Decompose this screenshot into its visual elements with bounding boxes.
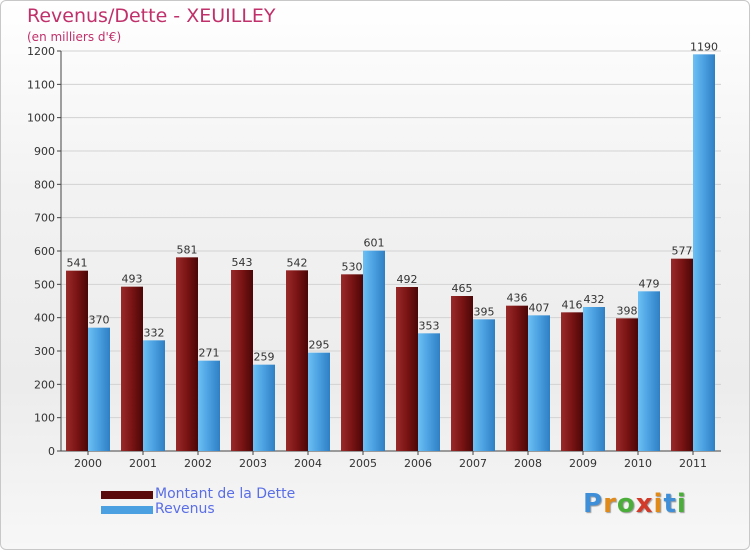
bar-dette <box>341 274 363 451</box>
data-label-revenus: 332 <box>144 326 165 339</box>
y-tick-label: 600 <box>34 245 55 258</box>
data-label-dette: 465 <box>452 282 473 295</box>
y-tick-label: 200 <box>34 378 55 391</box>
data-label-dette: 398 <box>617 304 638 317</box>
data-label-dette: 543 <box>232 256 253 269</box>
y-tick-label: 700 <box>34 212 55 225</box>
y-tick-label: 1200 <box>27 45 55 58</box>
data-label-dette: 541 <box>67 257 88 270</box>
x-tick-label: 2009 <box>569 457 597 470</box>
bar-dette <box>121 286 143 451</box>
bar-revenus <box>253 364 275 451</box>
x-tick-label: 2005 <box>349 457 377 470</box>
bar-dette <box>66 270 88 451</box>
chart-subtitle: (en milliers d'€) <box>27 30 122 44</box>
y-tick-label: 900 <box>34 145 55 158</box>
x-tick-label: 2008 <box>514 457 542 470</box>
y-tick-label: 0 <box>48 445 55 458</box>
data-label-revenus: 432 <box>584 293 605 306</box>
y-tick-label: 1100 <box>27 78 55 91</box>
bar-layer <box>66 54 715 451</box>
data-label-revenus: 601 <box>364 237 385 250</box>
data-label-revenus: 353 <box>419 319 440 332</box>
bar-revenus <box>693 54 715 451</box>
data-label-revenus: 1190 <box>690 40 718 53</box>
x-tick-label: 2000 <box>74 457 102 470</box>
data-label-dette: 416 <box>562 298 583 311</box>
data-label-revenus: 407 <box>529 301 550 314</box>
y-tick-label: 1000 <box>27 112 55 125</box>
bar-dette <box>671 258 693 451</box>
data-label-dette: 436 <box>507 292 528 305</box>
grid-layer <box>61 50 721 419</box>
data-label-revenus: 295 <box>309 339 330 352</box>
data-label-dette: 530 <box>342 260 363 273</box>
x-tick-label: 2011 <box>679 457 707 470</box>
bar-revenus <box>528 315 550 451</box>
x-tick-label: 2002 <box>184 457 212 470</box>
data-label-dette: 493 <box>122 273 143 286</box>
proxiti-logo: Proxiti <box>583 489 687 519</box>
x-tick-label: 2004 <box>294 457 322 470</box>
x-tick-label: 2003 <box>239 457 267 470</box>
bar-revenus <box>583 307 605 451</box>
bar-revenus <box>418 333 440 451</box>
data-label-revenus: 370 <box>89 314 110 327</box>
y-tick-label: 300 <box>34 345 55 358</box>
data-label-dette: 542 <box>287 256 308 269</box>
y-tick-label: 500 <box>34 278 55 291</box>
bar-revenus <box>198 360 220 451</box>
data-label-revenus: 479 <box>639 277 660 290</box>
bar-dette <box>396 287 418 451</box>
data-label-revenus: 395 <box>474 305 495 318</box>
legend-swatch-debt <box>101 491 153 499</box>
x-tick-label: 2006 <box>404 457 432 470</box>
axis-layer <box>57 50 721 455</box>
label-layer: 0 100 200 300 400 500 600 700 800 900 1000 1100 1200… <box>27 40 718 470</box>
bar-revenus <box>143 340 165 451</box>
data-label-dette: 492 <box>397 273 418 286</box>
data-label-revenus: 271 <box>199 347 220 360</box>
x-tick-label: 2001 <box>129 457 157 470</box>
bar-dette <box>506 305 528 451</box>
y-tick-label: 800 <box>34 178 55 191</box>
y-tick-label: 400 <box>34 312 55 325</box>
y-tick-label: 100 <box>34 412 55 425</box>
bar-revenus <box>638 291 660 451</box>
bar-revenus <box>473 319 495 451</box>
legend-swatch-revenus <box>101 506 153 514</box>
bar-dette <box>176 257 198 451</box>
bar-dette <box>231 270 253 451</box>
chart-title: Revenus/Dette - XEUILLEY <box>27 5 276 27</box>
legend-label-revenus: Revenus <box>155 501 215 517</box>
bar-revenus <box>363 250 385 451</box>
data-label-revenus: 259 <box>254 351 275 364</box>
bar-dette <box>286 270 308 451</box>
bar-dette <box>451 296 473 451</box>
bar-revenus <box>88 327 110 451</box>
bar-revenus <box>308 352 330 451</box>
bar-dette <box>561 312 583 451</box>
x-tick-label: 2010 <box>624 457 652 470</box>
legend-label-debt: Montant de la Dette <box>155 486 296 502</box>
data-label-dette: 577 <box>672 245 693 258</box>
x-tick-label: 2007 <box>459 457 487 470</box>
bar-dette <box>616 318 638 451</box>
data-label-dette: 581 <box>177 243 198 256</box>
